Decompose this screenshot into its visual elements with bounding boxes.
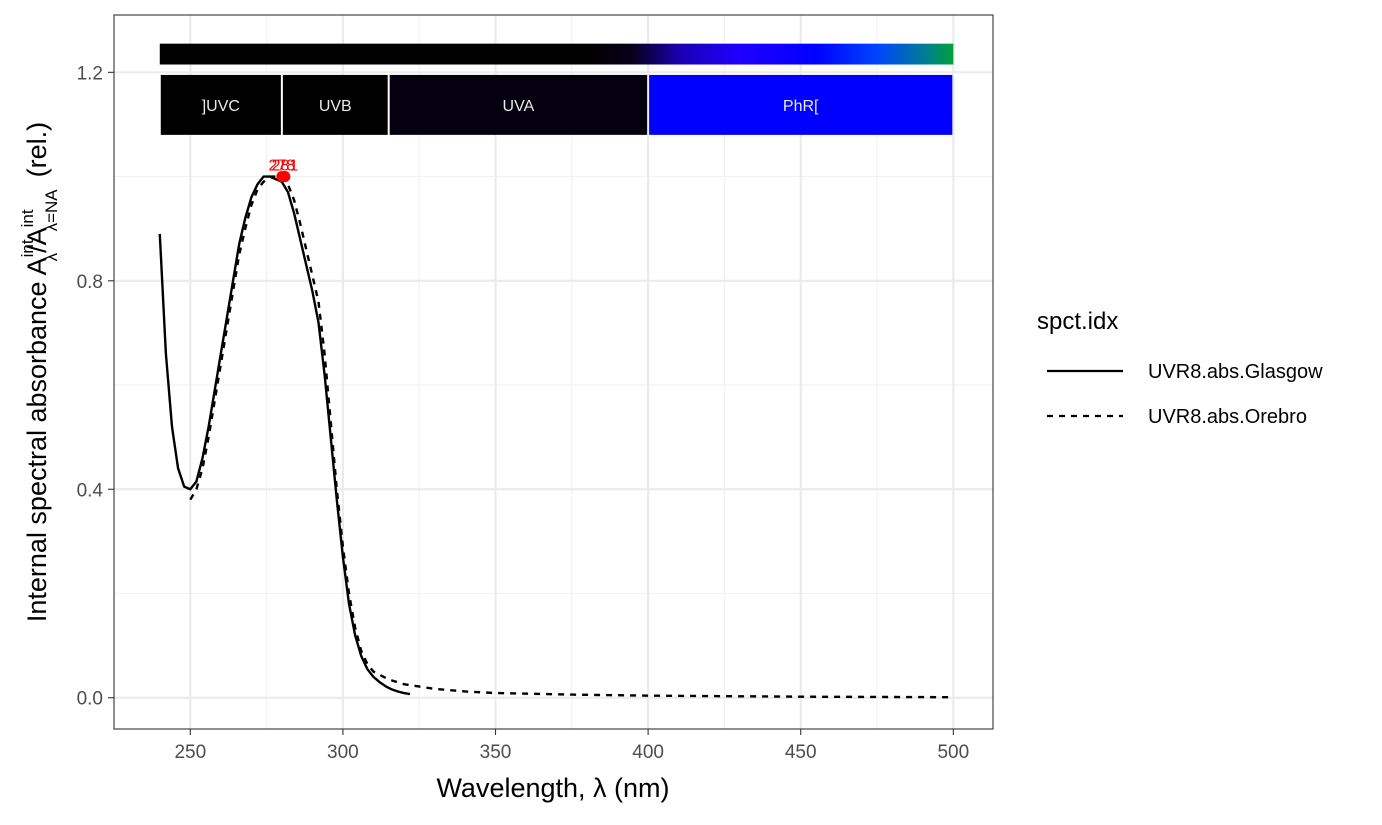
y-tick-label: 0.4: [77, 480, 104, 501]
waveband-annotations: ]UVC UVB UVA PhR[: [159, 43, 954, 135]
x-tick-label: 300: [327, 742, 359, 763]
waveband-label: ]UVC: [202, 98, 240, 115]
panel-border: [113, 14, 994, 730]
x-axis: 250 300 350 400 450 500: [174, 729, 969, 763]
data-series: [158, 175, 954, 699]
x-tick-label: 400: [632, 742, 664, 763]
waveband-label: UVA: [503, 98, 535, 115]
y-axis-title-symbol: A: [22, 257, 52, 275]
x-tick-label: 250: [174, 742, 206, 763]
series-line: [189, 175, 954, 699]
x-tick-label: 450: [785, 742, 817, 763]
y-tick-label: 0.8: [77, 272, 103, 293]
y-axis-title-suffix: (rel.): [22, 122, 52, 178]
y-tick-label: 1.2: [77, 63, 103, 84]
y-axis-title-symbol2: A: [22, 227, 52, 245]
legend-entry-orebro: UVR8.abs.Orebro: [1047, 406, 1307, 428]
y-axis-title-sub1: λ: [42, 252, 61, 261]
legend: spct.idx UVR8.abs.Glasgow UVR8.abs.Orebr…: [1037, 308, 1323, 428]
x-axis-title: Wavelength, λ (nm): [436, 773, 669, 803]
waveband-box: [389, 74, 648, 135]
peak-label: 278: [269, 158, 296, 175]
legend-entry-glasgow: UVR8.abs.Glasgow: [1047, 361, 1323, 383]
waveband-box: [160, 74, 281, 135]
y-axis: 0.0 0.4 0.8 1.2: [77, 63, 114, 710]
peak-label: 281: [272, 158, 299, 175]
waveband-label: PhR[: [783, 98, 819, 115]
waveband-box: [649, 74, 953, 135]
waveband-color-strip: [159, 43, 954, 65]
waveband-box: [282, 74, 388, 135]
legend-title: spct.idx: [1037, 308, 1118, 335]
waveband-label: UVB: [319, 98, 352, 115]
y-axis-title-sub2: λ=NA: [42, 189, 61, 232]
y-tick-label: 0.0: [77, 689, 103, 710]
y-axis-title-prefix: Internal spectral absorbance: [22, 275, 52, 622]
y-axis-title-slash: /: [22, 245, 52, 253]
legend-label-glasgow: UVR8.abs.Glasgow: [1148, 361, 1323, 383]
x-tick-label: 350: [480, 742, 512, 763]
series-line: [158, 175, 411, 696]
x-tick-label: 500: [937, 742, 969, 763]
peak-point: [279, 171, 291, 183]
legend-label-orebro: UVR8.abs.Orebro: [1148, 406, 1307, 428]
y-axis-title: Internal spectral absorbance Aint λ/Aint λ…: [18, 122, 61, 622]
y-axis-title-sup1: int: [18, 239, 37, 257]
y-axis-title-sup2: int: [18, 209, 37, 227]
